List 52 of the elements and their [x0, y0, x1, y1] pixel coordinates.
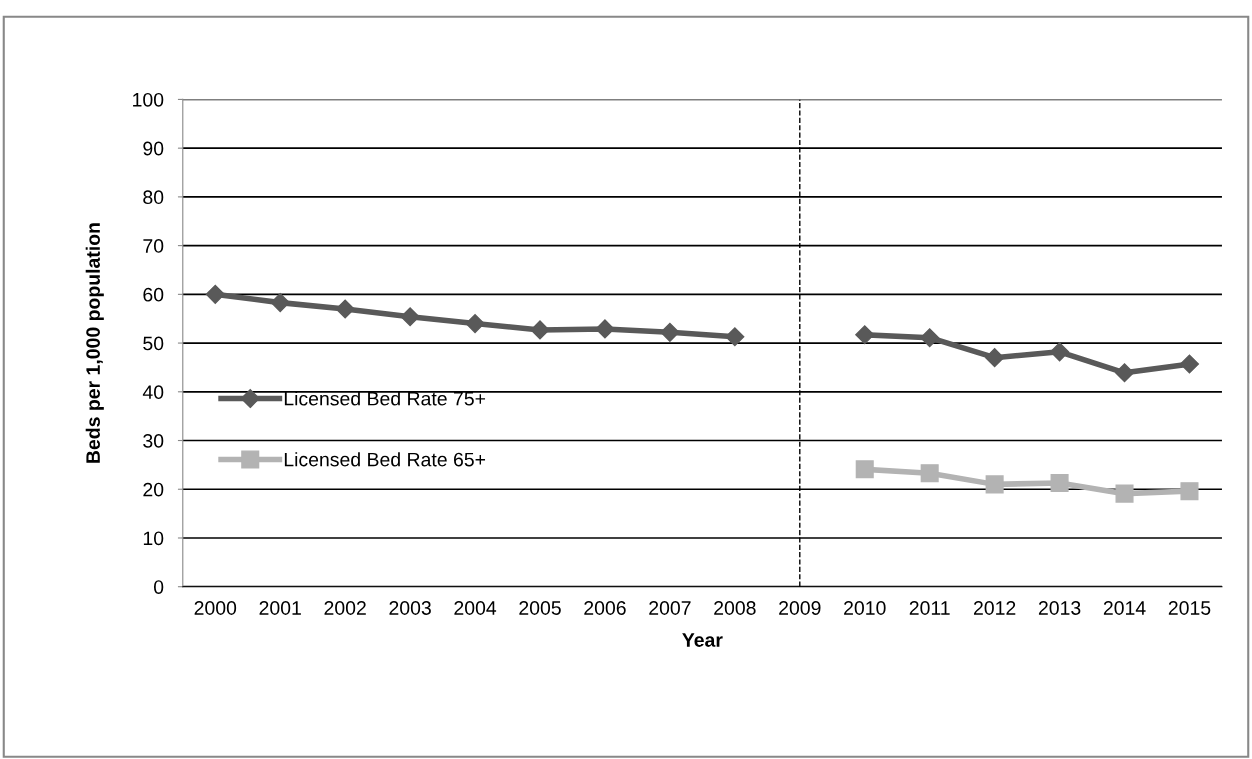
x-tick-label: 2015 — [1168, 601, 1211, 615]
x-tick-label: 2012 — [973, 601, 1016, 615]
x-tick-label: 2013 — [1038, 601, 1081, 615]
y-tick-label: 90 — [143, 141, 164, 156]
y-tick-label: 60 — [143, 287, 164, 302]
x-tick-label: 2007 — [649, 601, 691, 615]
y-tick-label: 20 — [143, 482, 164, 497]
y-tick-label: 100 — [133, 92, 164, 107]
x-axis-title: Year — [682, 633, 723, 647]
point — [1179, 354, 1200, 374]
y-tick-label: 70 — [143, 239, 164, 253]
legend-label: Licensed Bed Rate 75+ — [284, 391, 486, 406]
point — [920, 328, 940, 348]
point — [985, 348, 1005, 368]
point — [400, 307, 420, 327]
x-tick-label: 2006 — [584, 601, 626, 615]
point — [595, 319, 615, 339]
x-tick-label: 2005 — [519, 601, 561, 615]
x-tick-label: 2011 — [909, 601, 950, 615]
point — [660, 322, 680, 342]
y-tick-label: 50 — [143, 336, 164, 351]
y-tick-label: 0 — [153, 580, 164, 594]
point — [270, 293, 290, 313]
y-axis-title: Beds per 1,000 population — [85, 223, 104, 463]
y-tick-label: 10 — [143, 531, 164, 546]
point — [855, 325, 875, 345]
legend-label: Licensed Bed Rate 65+ — [284, 452, 486, 467]
x-tick-label: 2008 — [714, 601, 756, 615]
point — [465, 314, 485, 334]
point — [1180, 482, 1199, 501]
point — [1050, 342, 1070, 362]
point — [1114, 363, 1135, 383]
point — [1050, 473, 1069, 492]
x-tick-label: 2001 — [259, 601, 301, 615]
x-tick-label: 2010 — [844, 601, 886, 615]
y-tick-label: 80 — [143, 190, 164, 205]
x-tick-label: 2004 — [454, 601, 497, 615]
point — [920, 464, 939, 483]
point — [855, 460, 874, 479]
x-tick-label: 2003 — [389, 601, 431, 615]
y-tick-label: 40 — [142, 385, 164, 400]
point — [335, 299, 355, 319]
x-tick-label: 2009 — [779, 601, 821, 615]
x-tick-label: 2000 — [194, 601, 237, 615]
point — [725, 327, 745, 347]
point — [985, 475, 1004, 494]
point — [205, 284, 225, 304]
point — [1115, 484, 1134, 503]
x-tick-label: 2014 — [1103, 601, 1146, 615]
x-tick-label: 2002 — [324, 601, 366, 615]
y-tick-label: 30 — [143, 433, 164, 448]
point — [530, 320, 550, 340]
